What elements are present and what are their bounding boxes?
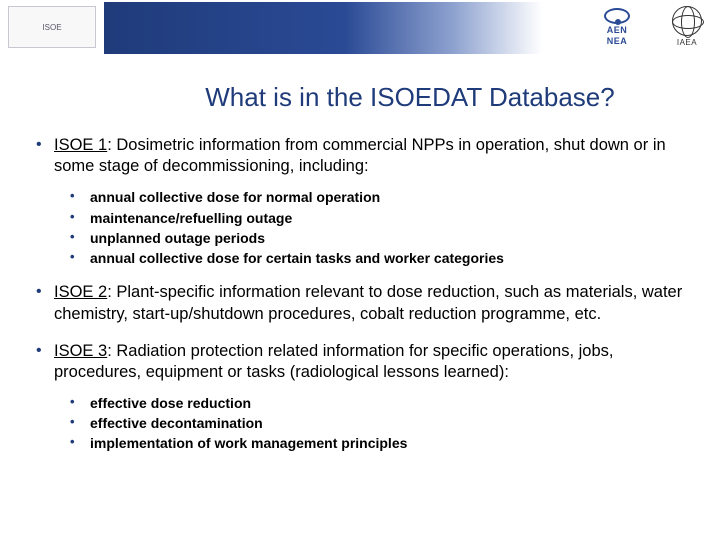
sub-item: annual collective dose for certain tasks… bbox=[70, 248, 692, 268]
slide-content: ISOE 1: Dosimetric information from comm… bbox=[0, 135, 720, 454]
isoe-logo: ISOE bbox=[8, 6, 96, 48]
iaea-logo-text: IAEA bbox=[677, 38, 697, 47]
nea-logo: AEN NEA bbox=[582, 8, 652, 46]
iaea-globe-icon bbox=[672, 6, 702, 36]
sub-item: effective dose reduction bbox=[70, 393, 692, 413]
slide-title: What is in the ISOEDAT Database? bbox=[0, 82, 720, 113]
bullet-isoe-3: ISOE 3: Radiation protection related inf… bbox=[36, 341, 692, 454]
bullet-isoe-1: ISOE 1: Dosimetric information from comm… bbox=[36, 135, 692, 268]
sub-item: implementation of work management princi… bbox=[70, 433, 692, 453]
sub-item: effective decontamination bbox=[70, 413, 692, 433]
sub-item: unplanned outage periods bbox=[70, 228, 692, 248]
bullet-1-label: ISOE 1 bbox=[54, 136, 107, 154]
nea-logo-text-top: AEN bbox=[607, 25, 628, 35]
nea-ring-icon bbox=[604, 8, 630, 24]
header-gradient-banner bbox=[104, 2, 542, 54]
iaea-logo: IAEA bbox=[662, 6, 712, 47]
header-bar: ISOE AEN NEA IAEA bbox=[0, 0, 720, 58]
main-bullet-list: ISOE 1: Dosimetric information from comm… bbox=[36, 135, 692, 454]
sub-item: annual collective dose for normal operat… bbox=[70, 187, 692, 207]
bullet-3-text: : Radiation protection related informati… bbox=[54, 342, 613, 381]
bullet-2-label: ISOE 2 bbox=[54, 283, 107, 301]
bullet-3-label: ISOE 3 bbox=[54, 342, 107, 360]
sub-item: maintenance/refuelling outage bbox=[70, 208, 692, 228]
isoe-logo-label: ISOE bbox=[42, 23, 61, 32]
bullet-1-text: : Dosimetric information from commercial… bbox=[54, 136, 666, 175]
logo-right-group: AEN NEA IAEA bbox=[582, 6, 712, 47]
sub-list-3: effective dose reduction effective decon… bbox=[54, 393, 692, 454]
bullet-isoe-2: ISOE 2: Plant-specific information relev… bbox=[36, 282, 692, 324]
sub-list-1: annual collective dose for normal operat… bbox=[54, 187, 692, 268]
bullet-2-text: : Plant-specific information relevant to… bbox=[54, 283, 682, 322]
nea-logo-text-bottom: NEA bbox=[607, 36, 628, 46]
